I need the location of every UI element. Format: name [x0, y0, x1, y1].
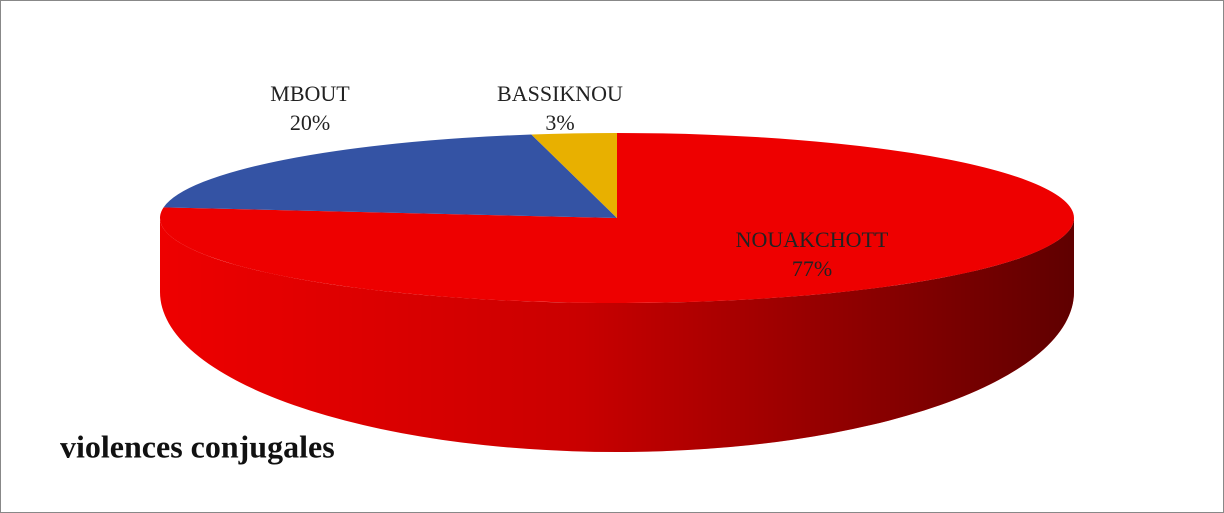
pie-slice: [531, 133, 617, 218]
side-shade: [160, 218, 1074, 452]
slice-label: BASSIKNOU: [497, 81, 623, 106]
pie-slice: [159, 133, 1075, 304]
slice-value-label: 3%: [545, 110, 574, 135]
slice-label: NOUAKCHOTT: [736, 227, 889, 252]
slice-value-label: 20%: [290, 110, 330, 135]
slice-value-label: 77%: [792, 256, 832, 281]
slice-label: MBOUT: [270, 81, 350, 106]
labels: NOUAKCHOTT 77% MBOUT 20% BASSIKNOU 3%: [270, 81, 889, 281]
pie: [159, 133, 1075, 452]
chart-title: violences conjugales: [60, 428, 335, 464]
pie-slice: [163, 134, 617, 218]
